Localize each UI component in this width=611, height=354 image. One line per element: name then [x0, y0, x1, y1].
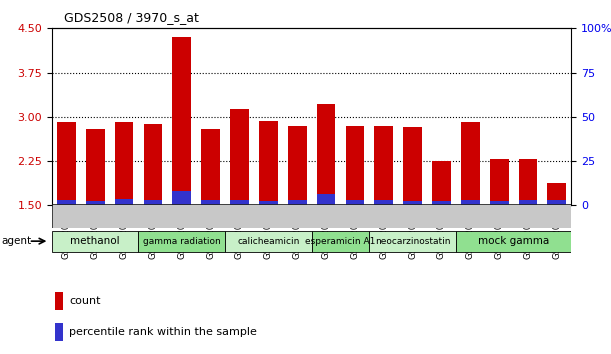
Bar: [490, 201, 508, 205]
Bar: [345, 126, 364, 205]
Bar: [230, 200, 249, 205]
Bar: [519, 200, 538, 205]
Bar: [172, 37, 191, 205]
Bar: [461, 121, 480, 205]
Bar: [139, 231, 225, 252]
Text: percentile rank within the sample: percentile rank within the sample: [69, 327, 257, 337]
Bar: [312, 231, 369, 252]
Bar: [403, 201, 422, 205]
Bar: [403, 127, 422, 205]
Bar: [259, 121, 278, 205]
Bar: [144, 200, 163, 205]
Bar: [86, 201, 104, 205]
Bar: [369, 231, 456, 252]
Bar: [115, 121, 133, 205]
Bar: [55, 292, 64, 310]
Bar: [201, 129, 220, 205]
Bar: [288, 200, 307, 205]
Bar: [259, 201, 278, 205]
Text: calicheamicin: calicheamicin: [237, 236, 299, 246]
Text: neocarzinostatin: neocarzinostatin: [375, 236, 450, 246]
Text: methanol: methanol: [70, 236, 120, 246]
Text: esperamicin A1: esperamicin A1: [306, 236, 376, 246]
Bar: [172, 190, 191, 205]
Bar: [490, 159, 508, 205]
Bar: [547, 183, 566, 205]
Bar: [288, 126, 307, 205]
Text: count: count: [69, 296, 101, 306]
Text: GDS2508 / 3970_s_at: GDS2508 / 3970_s_at: [64, 11, 199, 24]
Bar: [316, 104, 335, 205]
Text: agent: agent: [1, 236, 31, 246]
Bar: [345, 200, 364, 205]
Bar: [519, 159, 538, 205]
Bar: [57, 200, 76, 205]
Bar: [57, 121, 76, 205]
Bar: [52, 231, 139, 252]
Bar: [547, 200, 566, 205]
Text: gamma radiation: gamma radiation: [143, 236, 221, 246]
Bar: [86, 129, 104, 205]
Bar: [432, 161, 451, 205]
Bar: [115, 199, 133, 205]
Text: mock gamma: mock gamma: [478, 236, 549, 246]
Bar: [55, 323, 64, 341]
Bar: [201, 200, 220, 205]
Bar: [230, 109, 249, 205]
Bar: [375, 126, 393, 205]
Bar: [144, 125, 163, 205]
Bar: [432, 201, 451, 205]
Bar: [375, 200, 393, 205]
Bar: [456, 231, 571, 252]
Bar: [316, 194, 335, 205]
Bar: [461, 200, 480, 205]
Bar: [225, 231, 312, 252]
